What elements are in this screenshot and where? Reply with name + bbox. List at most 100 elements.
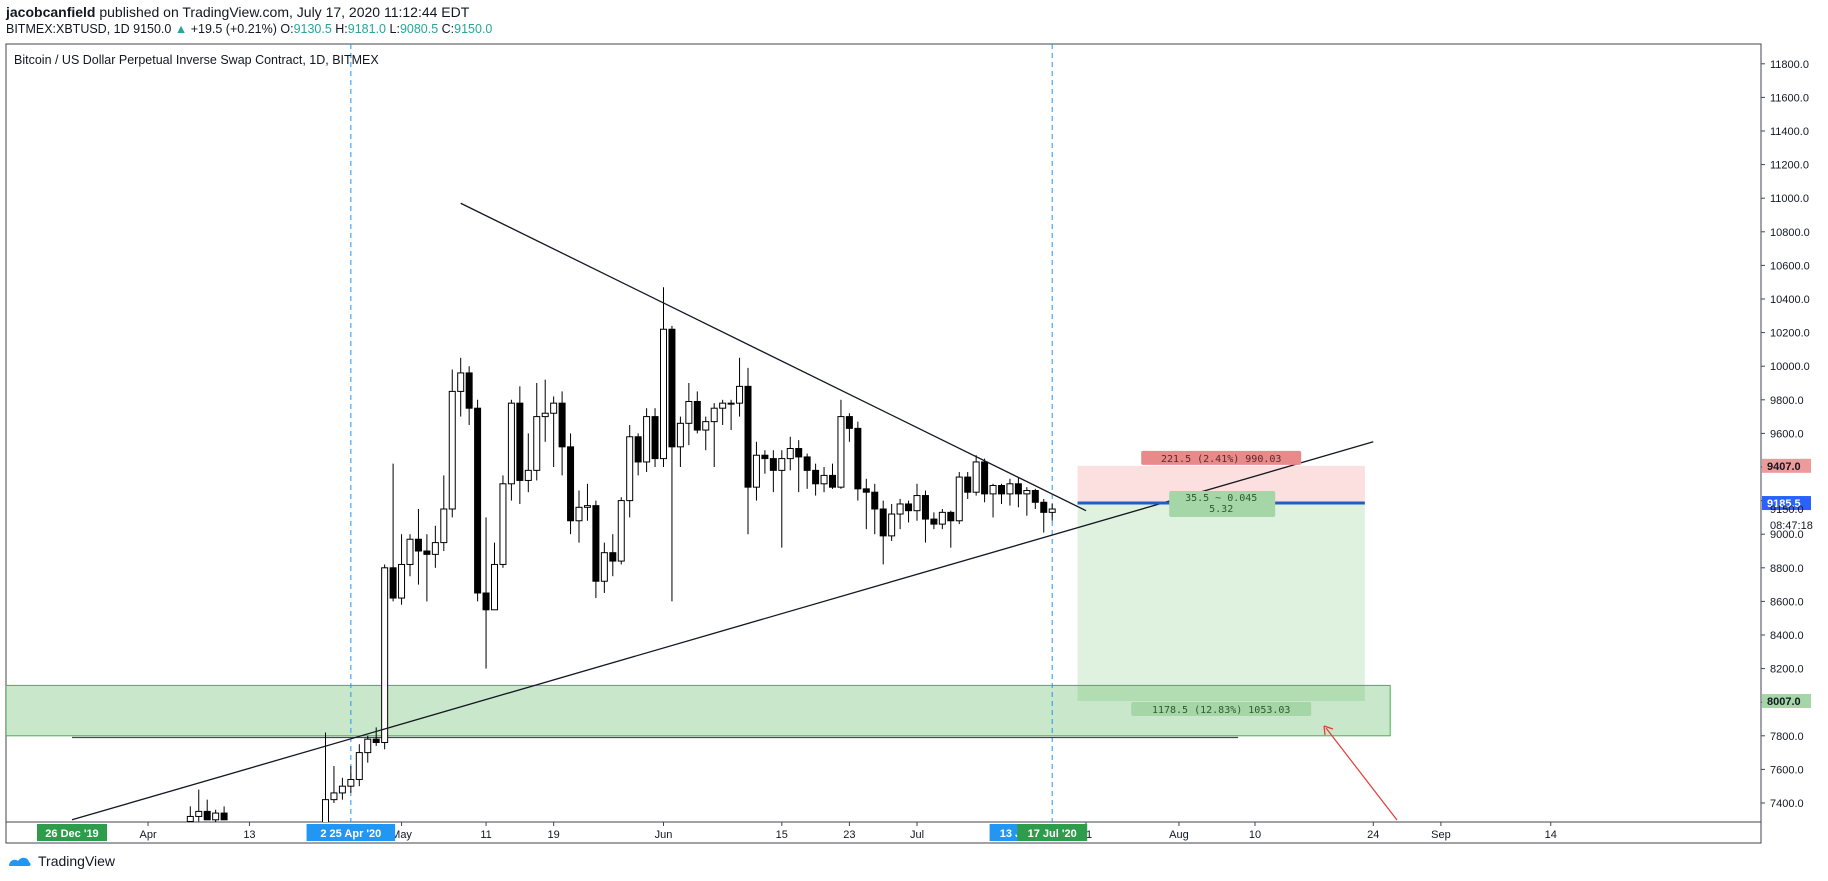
candle bbox=[634, 433, 642, 476]
candle-body-down bbox=[854, 427, 862, 490]
candle-body-up bbox=[491, 563, 498, 611]
candle bbox=[465, 366, 473, 425]
candle-body-up bbox=[888, 513, 896, 537]
candle-body-down bbox=[744, 385, 752, 488]
symbol-name: BITMEX:XBTUSD, 1D bbox=[6, 22, 130, 36]
countdown-text: 08:47:18 bbox=[1770, 520, 1813, 532]
y-tick-label: 11600.0 bbox=[1770, 92, 1809, 104]
candle-body-down bbox=[981, 461, 989, 495]
candle bbox=[541, 379, 549, 442]
candle-body-up bbox=[710, 407, 718, 423]
candle bbox=[626, 425, 634, 518]
chart-title: Bitcoin / US Dollar Perpetual Inverse Sw… bbox=[14, 53, 379, 67]
candle-body-up bbox=[676, 422, 684, 448]
center-label-box bbox=[1169, 491, 1276, 518]
close-value: 9150.0 bbox=[454, 22, 493, 36]
candle bbox=[558, 391, 566, 476]
x-axis-badge: 2 25 Apr '20 bbox=[306, 824, 396, 841]
candle-body-up bbox=[1023, 490, 1031, 495]
price-label-text: 9407.0 bbox=[1767, 461, 1801, 473]
author-name[interactable]: jacobcanfield bbox=[6, 4, 96, 20]
candle bbox=[702, 416, 710, 451]
candle bbox=[955, 472, 963, 525]
candle bbox=[795, 440, 803, 493]
price-change: +19.5 (+0.21%) bbox=[190, 22, 277, 36]
candle bbox=[896, 498, 904, 530]
candle bbox=[592, 500, 600, 599]
candle-body-down bbox=[1040, 501, 1048, 513]
y-tick-label: 8800.0 bbox=[1770, 563, 1804, 575]
candle bbox=[212, 809, 220, 822]
x-tick-label: Jun bbox=[655, 829, 673, 841]
candle-body-down bbox=[203, 810, 211, 821]
candle bbox=[1014, 477, 1022, 508]
center-label-line2: 5.32 bbox=[1209, 504, 1233, 515]
change-arrow-icon: ▲ bbox=[174, 22, 188, 36]
candle-body-up bbox=[524, 469, 532, 481]
candle bbox=[431, 525, 439, 568]
tradingview-logo-icon bbox=[9, 857, 31, 866]
candle bbox=[1031, 488, 1039, 509]
symbol-ohlc-bar: BITMEX:XBTUSD, 1D 9150.0 ▲ +19.5 (+0.21%… bbox=[6, 21, 492, 37]
candle-body-down bbox=[372, 738, 380, 744]
candle bbox=[440, 475, 448, 551]
close-label: C: bbox=[441, 22, 455, 36]
candle bbox=[981, 458, 989, 503]
x-badge-text: 17 Jul '20 bbox=[1028, 828, 1077, 840]
plot-frame bbox=[5, 43, 1762, 844]
candle-body-up bbox=[550, 402, 558, 414]
candle bbox=[913, 483, 921, 521]
candle-body-up bbox=[896, 503, 904, 515]
candle bbox=[372, 727, 380, 746]
position-target-label: 1178.5 (12.83%) 1053.03 bbox=[1131, 702, 1312, 717]
candle bbox=[905, 500, 913, 523]
candle-body-up bbox=[1048, 508, 1056, 513]
candle-body-down bbox=[609, 552, 617, 562]
low-value: 9080.5 bbox=[399, 22, 439, 36]
high-label: H: bbox=[335, 22, 348, 36]
last-price-text: 9150.0 bbox=[1770, 504, 1804, 516]
x-tick-label: Sep bbox=[1431, 829, 1451, 841]
y-tick-label: 7600.0 bbox=[1770, 764, 1804, 776]
candle bbox=[693, 391, 701, 434]
x-tick-label: 24 bbox=[1367, 829, 1379, 841]
y-tick-label: 11000.0 bbox=[1770, 193, 1809, 205]
candle-body-down bbox=[1014, 483, 1022, 495]
candle bbox=[685, 383, 693, 446]
candle bbox=[364, 735, 372, 763]
stop-label-box bbox=[1141, 450, 1302, 465]
candle bbox=[660, 287, 667, 467]
candle-body-up bbox=[195, 810, 203, 817]
x-tick-label: 14 bbox=[1545, 829, 1557, 841]
candle-body-down bbox=[482, 592, 490, 611]
x-tick-label: Apr bbox=[139, 829, 156, 841]
candle bbox=[567, 433, 575, 535]
candle bbox=[322, 732, 329, 822]
candle bbox=[947, 510, 955, 548]
candle bbox=[474, 399, 482, 602]
x-tick-label: Jul bbox=[910, 829, 924, 841]
candle-body-up bbox=[355, 752, 363, 780]
candle bbox=[930, 512, 938, 530]
candle bbox=[583, 483, 591, 521]
candle-body-down bbox=[1031, 490, 1039, 503]
candle-body-up bbox=[989, 484, 997, 495]
candle bbox=[752, 441, 760, 501]
candle-body-down bbox=[803, 456, 811, 471]
ascending-support bbox=[71, 441, 1374, 821]
candle bbox=[1048, 503, 1056, 521]
candle-body-down bbox=[567, 446, 575, 522]
open-value: 9130.5 bbox=[293, 22, 332, 36]
brand-name[interactable]: TradingView bbox=[38, 853, 116, 869]
candle bbox=[668, 325, 676, 602]
publish-info: jacobcanfield published on TradingView.c… bbox=[6, 4, 469, 20]
y-tick-label: 11200.0 bbox=[1770, 160, 1809, 172]
y-tick-label: 10200.0 bbox=[1770, 328, 1810, 340]
candle-body-up bbox=[406, 538, 414, 565]
candle bbox=[406, 534, 414, 577]
y-tick-label: 7800.0 bbox=[1770, 731, 1804, 743]
candle-body-up bbox=[643, 416, 651, 463]
candle bbox=[812, 463, 820, 496]
